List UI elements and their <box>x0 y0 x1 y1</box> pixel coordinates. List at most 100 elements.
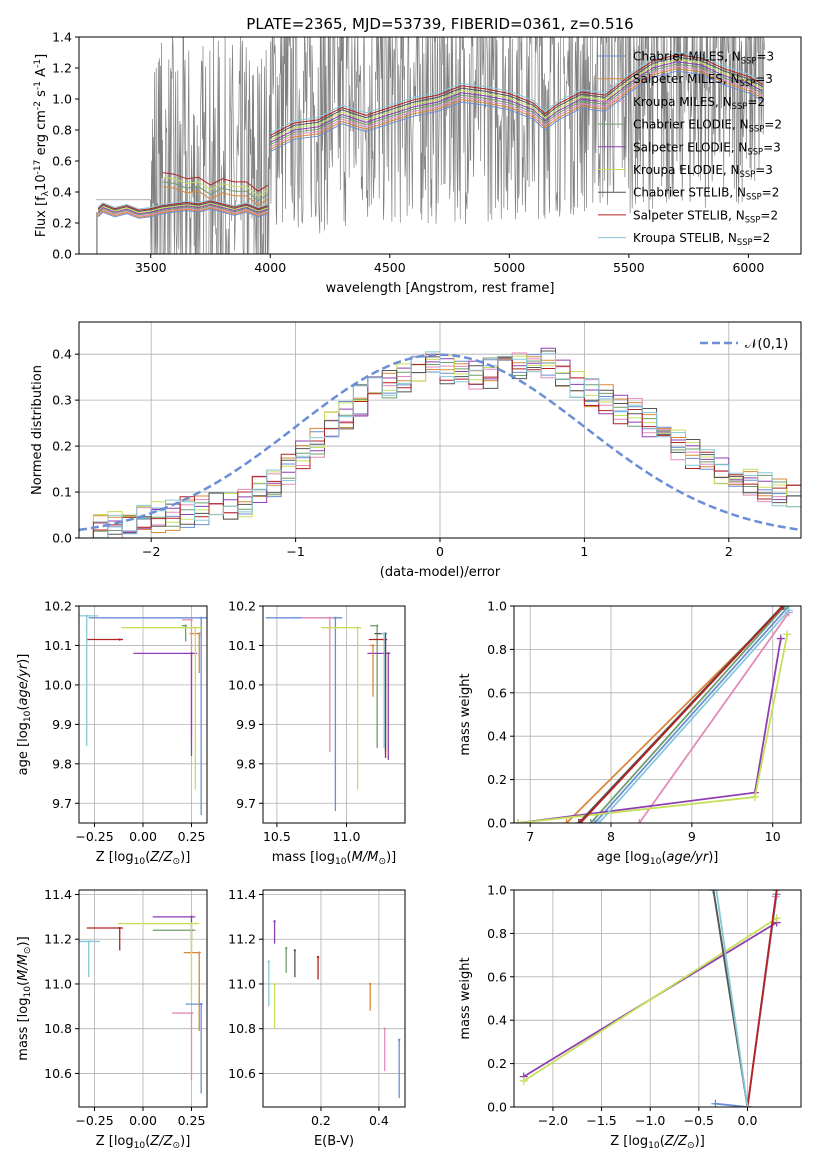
weight-line-0 <box>594 606 790 823</box>
x-axis-label: E(B-V) <box>314 1134 354 1149</box>
x-tick-label: 0.00 <box>129 829 157 844</box>
x-axis-label: age [log10​(age/yr)] <box>597 850 719 867</box>
weight-marker <box>562 819 571 823</box>
legend-label: Salpeter ELODIE, NSSP​=3 <box>633 140 781 156</box>
y-axis-label: Normed distribution <box>30 365 45 495</box>
weight-marker <box>711 1099 720 1107</box>
y-tick-label: 9.9 <box>236 717 256 732</box>
x-axis-label: Z [log10​(Z/Z⊙​)] <box>96 850 191 867</box>
data-point <box>334 616 337 620</box>
data-point <box>190 652 193 655</box>
weight-line-5 <box>517 634 789 823</box>
y-tick-label: 0.8 <box>52 123 72 138</box>
weight-marker <box>750 792 759 801</box>
weight-marker <box>772 914 781 923</box>
data-point <box>85 614 88 618</box>
x-tick-label: −0.25 <box>75 829 113 844</box>
model-fit-short-0 <box>97 208 269 219</box>
data-point <box>190 922 193 925</box>
data-point <box>199 1002 203 1006</box>
plot-area <box>514 890 801 1107</box>
model-fit-short-8 <box>97 199 269 210</box>
x-tick-label: 4500 <box>374 260 406 275</box>
x-axis-label: wavelength [Angstrom, rest frame] <box>326 281 555 296</box>
model-fit-short-1 <box>97 207 269 218</box>
panel-mass-vs-metallicity: −0.25 0.00 0.25 10.6 10.8 11.0 11.2 11.4 Z [log1… <box>16 887 208 1151</box>
x-tick-label: 9 <box>688 829 696 844</box>
y-tick-label: 0.0 <box>52 531 72 546</box>
data-point <box>284 946 288 950</box>
y-tick-label: 10.2 <box>44 599 72 614</box>
panel-spectrum: Chabrier MILES, NSSP​=3 Salpeter MILES, N… <box>33 30 802 296</box>
x-tick-label: 3500 <box>135 260 167 275</box>
weight-marker <box>712 890 721 894</box>
weight-marker <box>590 819 599 823</box>
weight-marker <box>779 606 788 610</box>
weight-marker <box>778 606 787 610</box>
data-point <box>198 951 201 954</box>
x-tick-label: 0.0 <box>738 1113 758 1128</box>
y-tick-label: 0.4 <box>487 1013 507 1028</box>
model-fit-short-5 <box>97 202 269 214</box>
y-tick-label: 0.4 <box>487 729 507 744</box>
weight-line-4 <box>517 638 782 823</box>
model-fit-line-0 <box>270 70 763 153</box>
y-tick-label: 0.2 <box>52 439 72 454</box>
legend-label: Salpeter STELIB, NSSP​=2 <box>633 208 778 224</box>
weight-line-7 <box>746 890 778 1107</box>
x-tick-label: −0.5 <box>684 1113 714 1128</box>
plot-area <box>79 322 801 538</box>
data-point <box>383 1027 386 1030</box>
y-tick-label: 0.6 <box>487 685 507 700</box>
data-point <box>375 624 379 627</box>
data-point <box>371 644 375 647</box>
axes-frame <box>513 605 802 824</box>
y-tick-label: 11.0 <box>228 976 256 991</box>
x-tick-label: 0.2 <box>311 1113 331 1128</box>
weight-marker <box>594 819 603 823</box>
x-tick-label: 11.0 <box>333 829 361 844</box>
weight-line-7 <box>579 606 784 823</box>
panel-residuals: 𝒩(0,1) −2 −1 0 1 2 0.0 0.1 0.2 0.3 0.4 (data-model)… <box>30 321 802 580</box>
y-tick-label: 10.0 <box>228 677 256 692</box>
gaussian-curve <box>79 353 801 532</box>
y-tick-label: 1.2 <box>52 61 72 76</box>
axes-frame <box>262 889 406 1108</box>
x-tick-label: 7 <box>526 829 534 844</box>
model-fit-line-8 <box>270 51 763 134</box>
axes-frame <box>78 36 802 255</box>
x-tick-label: 10 <box>765 829 781 844</box>
model-fit-line-2 <box>270 65 763 148</box>
y-tick-label: 0.2 <box>52 216 72 231</box>
weight-marker <box>519 1076 528 1085</box>
x-tick-label: 0.4 <box>369 1113 389 1128</box>
y-tick-label: 10.6 <box>44 1066 72 1081</box>
x-tick-label: −2.0 <box>538 1113 568 1128</box>
data-point <box>387 652 390 655</box>
panel-weight-vs-age: 7 8 9 10 0.0 0.2 0.4 0.6 0.8 1.0 age [log10​(age/y… <box>458 599 802 867</box>
y-tick-label: 10.8 <box>44 1021 72 1036</box>
plot-area <box>79 37 766 254</box>
y-tick-label: 10.1 <box>44 638 72 653</box>
y-tick-label: 11.2 <box>44 932 72 947</box>
model-fit-line-3 <box>270 63 763 146</box>
panel-mass-vs-extinction: 0.2 0.4 10.6 10.8 11.0 11.2 11.4 E(B-V) <box>228 887 406 1149</box>
model-fit-line-4 <box>270 61 763 143</box>
legend-label: Kroupa MILES, NSSP​=2 <box>633 95 765 111</box>
data-point <box>199 616 203 620</box>
y-tick-label: 0.4 <box>52 185 72 200</box>
data-point <box>190 618 193 622</box>
weight-marker <box>576 819 585 823</box>
y-tick-label: 0.2 <box>487 1056 507 1071</box>
data-point <box>190 915 193 919</box>
y-tick-label: 9.8 <box>52 756 72 771</box>
y-tick-label: 0.0 <box>487 816 507 831</box>
y-tick-label: 1.4 <box>52 30 72 45</box>
x-tick-label: 8 <box>607 829 615 844</box>
x-tick-label: 0.00 <box>129 1113 157 1128</box>
y-tick-label: 0.8 <box>487 926 507 941</box>
y-tick-label: 9.9 <box>52 717 72 732</box>
weight-marker <box>780 606 789 610</box>
model-fit-line-5 <box>270 58 763 141</box>
panel-weight-vs-metallicity: −2.0 −1.5 −1.0 −0.5 0.0 0.0 0.2 0.4 0.6 0.8 1.0 Z [… <box>458 883 802 1151</box>
